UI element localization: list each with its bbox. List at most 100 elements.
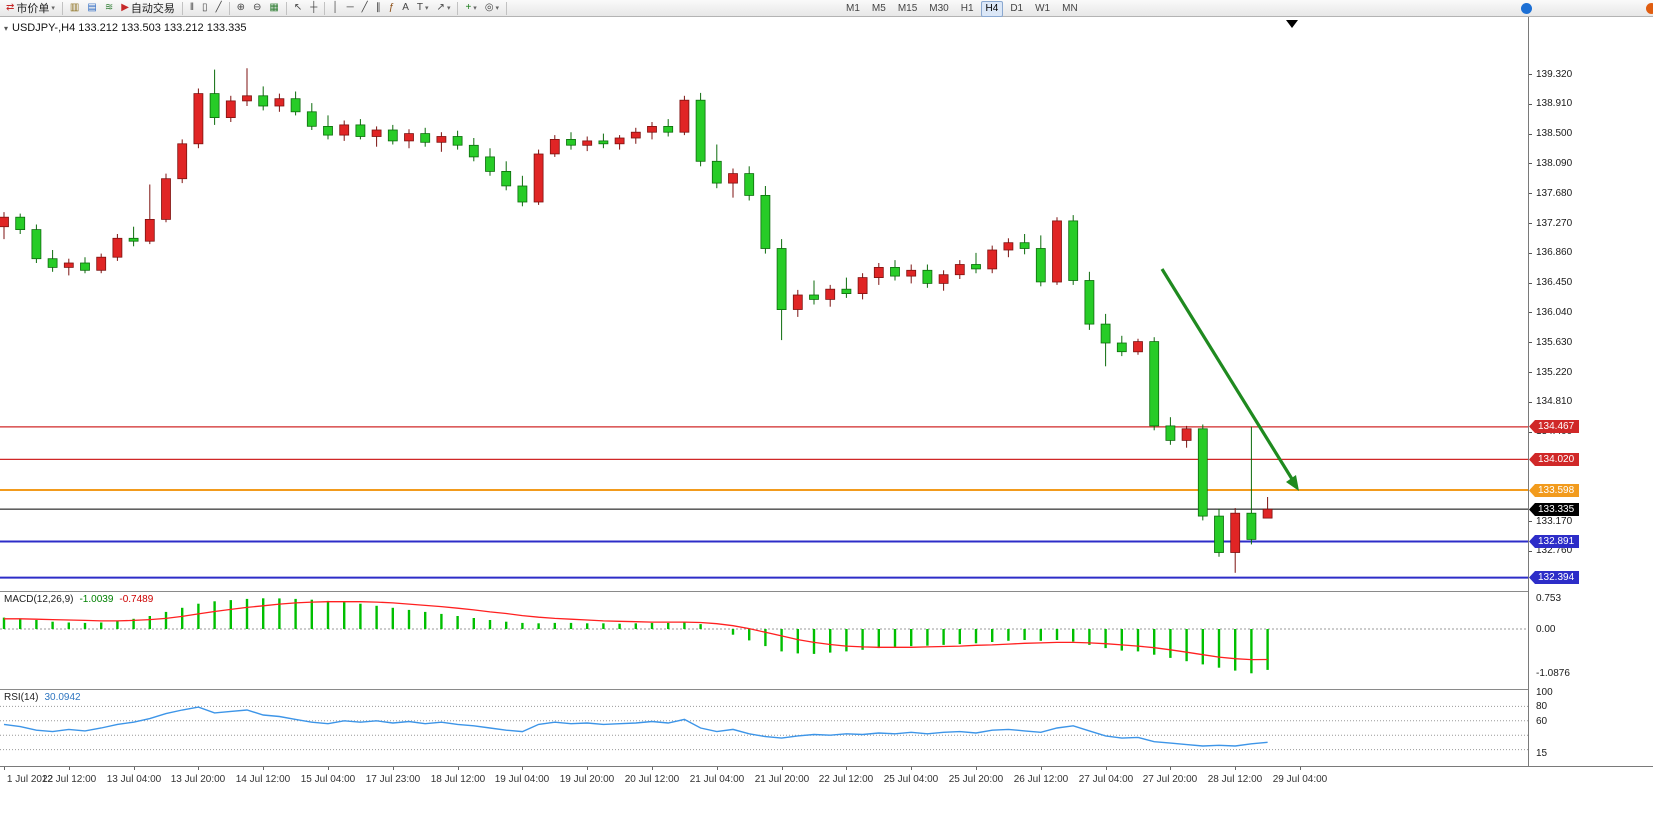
time-axis-tick — [522, 767, 523, 770]
time-axis-tick — [782, 767, 783, 770]
timeframe-m15-button[interactable]: M15 — [897, 3, 918, 14]
time-axis-label: 20 Jul 12:00 — [624, 774, 680, 785]
timeframe-m30-button[interactable]: M30 — [929, 3, 949, 14]
indicators-button[interactable]: + ▾ — [461, 0, 480, 17]
autotrading-icon: ▶ — [121, 2, 129, 13]
zoom-out-button[interactable]: ⊖ — [249, 0, 265, 17]
timeframe-w1-button[interactable]: W1 — [1035, 3, 1051, 14]
candle-body — [193, 93, 204, 145]
periods-button[interactable]: ◎ ▾ — [481, 0, 503, 17]
rsi-panel-canvas[interactable] — [0, 690, 1528, 766]
candlestick-chart-button[interactable]: ▯ — [198, 0, 212, 17]
fibonacci-button[interactable]: ƒ — [385, 0, 399, 17]
autotrading-button[interactable]: ▶ 自动交易 — [117, 0, 179, 17]
toolbar-separator — [285, 1, 287, 15]
price-axis-tick — [1529, 74, 1532, 75]
candle-body — [1230, 512, 1241, 553]
candle-body — [258, 95, 269, 107]
candle-body — [0, 216, 9, 228]
chart-shift-marker[interactable] — [1286, 20, 1298, 28]
bar-chart-button[interactable]: ‖ — [186, 0, 198, 17]
rsi-name: RSI(14) — [4, 692, 39, 703]
timeframe-m5-button[interactable]: M5 — [871, 3, 886, 14]
candle-body — [1116, 342, 1127, 353]
channel-button[interactable]: ∥ — [372, 0, 385, 17]
horizontal-line-button[interactable]: ─ — [343, 0, 358, 17]
timeframe-d1-button[interactable]: D1 — [1010, 3, 1024, 14]
macd-axis-label: 0.753 — [1536, 593, 1562, 604]
toolbar-separator — [61, 1, 63, 15]
chart-window: ▾ USDJPY-,H4 133.212 133.503 133.212 133… — [0, 17, 1653, 829]
candle-body — [1214, 515, 1224, 553]
bar-chart-icon: ‖ — [189, 2, 195, 13]
macd-panel-canvas[interactable] — [0, 592, 1528, 688]
price-scale[interactable]: 139.320 138.910 138.500 138.090 137.680 137.2… — [1528, 17, 1653, 766]
time-axis-label: 19 Jul 20:00 — [559, 774, 615, 785]
candle-body — [971, 264, 981, 270]
main-chart-canvas[interactable] — [0, 17, 1528, 591]
symbol-ohlc-text: USDJPY-,H4 133.212 133.503 133.212 133.3… — [12, 22, 247, 34]
price-badge-132.394: 132.394 — [1529, 571, 1580, 584]
cursor-button[interactable]: ↖ — [290, 0, 306, 17]
tile-windows-icon: ▦ — [269, 2, 279, 13]
vertical-line-button[interactable]: │ — [328, 0, 342, 17]
text-button[interactable]: A — [398, 0, 413, 17]
one-click-trading-arrow[interactable]: ▾ — [4, 23, 9, 33]
candle-body — [630, 131, 641, 139]
trendline-button[interactable]: ╱ — [358, 0, 372, 17]
candle-body — [1035, 248, 1046, 283]
candle-body — [501, 170, 512, 187]
timeframe-m1-button[interactable]: M1 — [846, 3, 860, 14]
profiles-button[interactable]: ▤ — [83, 0, 100, 17]
toolbar-separator — [228, 1, 230, 15]
new-order-button[interactable]: ⇄ 市价单 ▾ — [2, 0, 59, 17]
time-axis-label: 17 Jul 23:00 — [365, 774, 421, 785]
panel-separator[interactable] — [0, 591, 1653, 592]
time-axis-tick — [198, 767, 199, 770]
arrows-button[interactable]: ↗ ▾ — [433, 0, 455, 17]
charts-button[interactable]: ▥ — [66, 0, 83, 17]
panel-separator[interactable] — [0, 689, 1653, 690]
candle-body — [1052, 220, 1062, 283]
vertical-line-icon: │ — [332, 2, 339, 13]
timeframe-h4-button[interactable]: H4 — [980, 1, 1004, 17]
time-axis-tick — [846, 767, 847, 770]
trend-arrow-line[interactable] — [1160, 268, 1294, 480]
line-chart-button[interactable]: ╱ — [212, 0, 226, 17]
price-axis-tick — [1529, 402, 1532, 403]
crosshair-button[interactable]: ┼ — [306, 0, 321, 17]
candle-body — [906, 269, 917, 277]
horizontal-line-icon: ─ — [346, 2, 354, 13]
candle-body — [323, 126, 333, 136]
time-axis-label: 21 Jul 20:00 — [754, 774, 810, 785]
candle-body — [468, 144, 479, 158]
signals-button[interactable]: ≋ — [101, 0, 117, 17]
timeframe-h1-button[interactable]: H1 — [960, 3, 974, 14]
candle-body — [614, 137, 625, 145]
time-axis-tick — [652, 767, 653, 770]
rsi-axis-label: 80 — [1536, 701, 1548, 712]
toolbar-buttons: ⇄ 市价单 ▾ ▥ ▤ ≋ ▶ 自动交易 ‖ ▯ ╱ ⊕ ⊖ ▦ ↖ ┼ │ ─ ╱ ∥ ƒ A T ▾ ↗ ▾ + ▾ ◎ ▾ — [2, 0, 510, 17]
help-icon[interactable] — [1521, 3, 1532, 14]
tile-windows-button[interactable]: ▦ — [265, 0, 282, 17]
price-axis-tick — [1529, 432, 1532, 433]
zoom-in-button[interactable]: ⊕ — [233, 0, 249, 17]
macd-axis-label: -1.0876 — [1536, 668, 1570, 679]
price-badge-134.467: 134.467 — [1529, 420, 1580, 433]
candle-body — [80, 262, 90, 271]
alert-icon[interactable] — [1646, 3, 1653, 14]
price-axis-tick — [1529, 253, 1532, 254]
candle-body — [161, 178, 171, 220]
candle-body — [225, 100, 236, 119]
cursor-icon: ↖ — [293, 2, 303, 13]
text-label-button[interactable]: T ▾ — [413, 0, 433, 17]
candle-body — [1003, 242, 1014, 251]
timeframe-mn-button[interactable]: MN — [1062, 3, 1078, 14]
time-axis[interactable]: 1 Jul 2022 12 Jul 12:00 13 Jul 04:00 13 Jul… — [0, 766, 1653, 829]
caret-down-icon: ▾ — [473, 5, 477, 12]
time-axis-label: 14 Jul 12:00 — [235, 774, 291, 785]
candle-body — [452, 136, 463, 146]
indicators-icon: + — [465, 2, 472, 13]
candle-body — [517, 185, 528, 203]
